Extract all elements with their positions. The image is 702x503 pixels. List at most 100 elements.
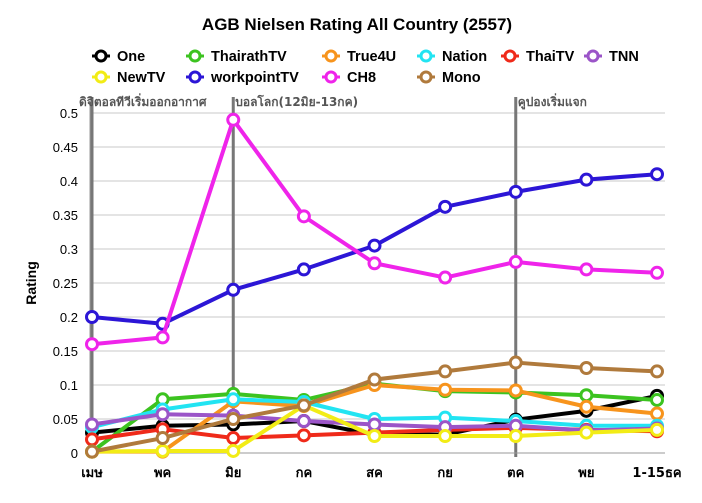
data-point <box>650 406 664 421</box>
data-point <box>367 429 382 443</box>
legend-item: NewTV <box>92 70 166 86</box>
data-point <box>650 265 664 280</box>
data-point <box>650 364 664 379</box>
data-point <box>579 172 594 187</box>
annotation-label: ดิจิตอลทีวีเริ่มออกอากาศ <box>79 93 207 109</box>
series-tnn <box>85 407 664 438</box>
legend-marker <box>94 70 108 84</box>
data-point <box>438 429 453 443</box>
x-tick-label: 1-15ธค <box>632 466 681 481</box>
data-point <box>579 399 594 414</box>
annotation-label: บอลโลก(12มิย-13กค) <box>235 94 358 109</box>
y-tick-label: 0.4 <box>60 174 78 189</box>
x-tick-label: สค <box>366 466 383 481</box>
x-tick-label: พย <box>578 466 594 481</box>
legend-label: ThaiTV <box>526 49 575 65</box>
data-point <box>579 388 594 403</box>
legend-label: NewTV <box>117 70 166 86</box>
y-tick-label: 0.2 <box>60 310 78 325</box>
legend-label: Nation <box>442 49 487 65</box>
legend-marker <box>188 70 202 84</box>
data-point <box>438 199 453 214</box>
y-tick-label: 0 <box>71 446 78 461</box>
y-tick-label: 0.25 <box>53 276 78 291</box>
legend-item: True4U <box>322 49 396 65</box>
data-point <box>155 443 170 458</box>
data-point <box>85 444 99 459</box>
legend-marker <box>188 49 202 63</box>
data-point <box>296 262 311 277</box>
series-ch8 <box>85 112 664 352</box>
data-point <box>226 431 241 446</box>
data-point <box>226 412 241 426</box>
data-point <box>579 361 594 375</box>
y-tick-labels: 0 0.05 0.1 0.15 0.2 0.25 0.3 0.35 0.4 0.45 0.5 <box>53 106 78 461</box>
data-point <box>438 364 453 379</box>
legend-marker <box>94 49 108 63</box>
legend-item: TNN <box>584 49 639 65</box>
legend-label: TNN <box>609 49 639 65</box>
x-tick-label: เมษ <box>81 466 103 481</box>
legend-item: One <box>92 49 145 65</box>
y-tick-label: 0.35 <box>53 208 78 223</box>
legend: One ThairathTV True4U Nation ThaiTV TNN NewTV w… <box>92 49 639 86</box>
legend-marker <box>503 49 517 63</box>
y-tick-label: 0.3 <box>60 242 78 257</box>
x-tick-label: มิย <box>225 466 241 481</box>
y-tick-label: 0.15 <box>53 344 78 359</box>
data-point <box>85 337 99 352</box>
data-point <box>508 429 523 443</box>
legend-label: True4U <box>347 49 396 65</box>
axes <box>89 103 665 454</box>
data-point <box>438 270 453 285</box>
data-point <box>296 414 311 429</box>
data-point <box>226 282 241 297</box>
data-point <box>508 383 523 398</box>
legend-item: Nation <box>417 49 487 65</box>
series-workpointtv <box>85 167 664 331</box>
data-point <box>155 330 170 345</box>
data-point <box>155 407 170 422</box>
y-tick-label: 0.45 <box>53 140 78 155</box>
data-point <box>367 256 382 271</box>
data-point <box>85 432 99 447</box>
data-point <box>367 417 382 432</box>
data-point <box>296 209 311 224</box>
legend-label: One <box>117 49 145 65</box>
data-point <box>367 372 382 387</box>
x-tick-label: กย <box>437 466 453 481</box>
data-point <box>85 310 99 324</box>
legend-label: ThairathTV <box>211 49 287 65</box>
legend-label: Mono <box>442 70 481 86</box>
gridlines <box>92 112 665 454</box>
x-tick-label: ตค <box>507 466 524 481</box>
data-point <box>579 262 594 277</box>
y-axis-label: Rating <box>23 261 39 305</box>
legend-label: workpointTV <box>210 70 299 86</box>
x-tick-labels: เมษ พค มิย กค สค กย ตค พย 1-15ธค <box>81 466 681 481</box>
data-point <box>155 431 170 446</box>
data-point <box>85 417 99 432</box>
data-point <box>650 167 664 182</box>
y-tick-label: 0.1 <box>60 378 78 393</box>
series-line <box>91 117 658 347</box>
legend-marker <box>324 70 338 84</box>
legend-marker <box>324 49 338 63</box>
series-mono <box>85 355 664 459</box>
data-point <box>579 425 594 440</box>
legend-item: Mono <box>417 70 481 86</box>
data-point <box>296 428 311 443</box>
legend-item: workpointTV <box>186 70 299 86</box>
y-tick-label: 0.05 <box>53 412 78 427</box>
annotations: ดิจิตอลทีวีเริ่มออกอากาศ บอลโลก(12มิย-13ก… <box>79 93 587 110</box>
chart-title: AGB Nielsen Rating All Country (2557) <box>202 15 512 34</box>
data-point <box>296 398 311 413</box>
legend-item: ThairathTV <box>186 49 287 65</box>
legend-item: CH8 <box>322 70 376 86</box>
data-point <box>650 422 664 437</box>
data-point <box>226 112 241 127</box>
x-tick-label: กค <box>296 466 313 481</box>
legend-label: CH8 <box>347 70 376 86</box>
x-tick-label: พค <box>154 466 171 481</box>
